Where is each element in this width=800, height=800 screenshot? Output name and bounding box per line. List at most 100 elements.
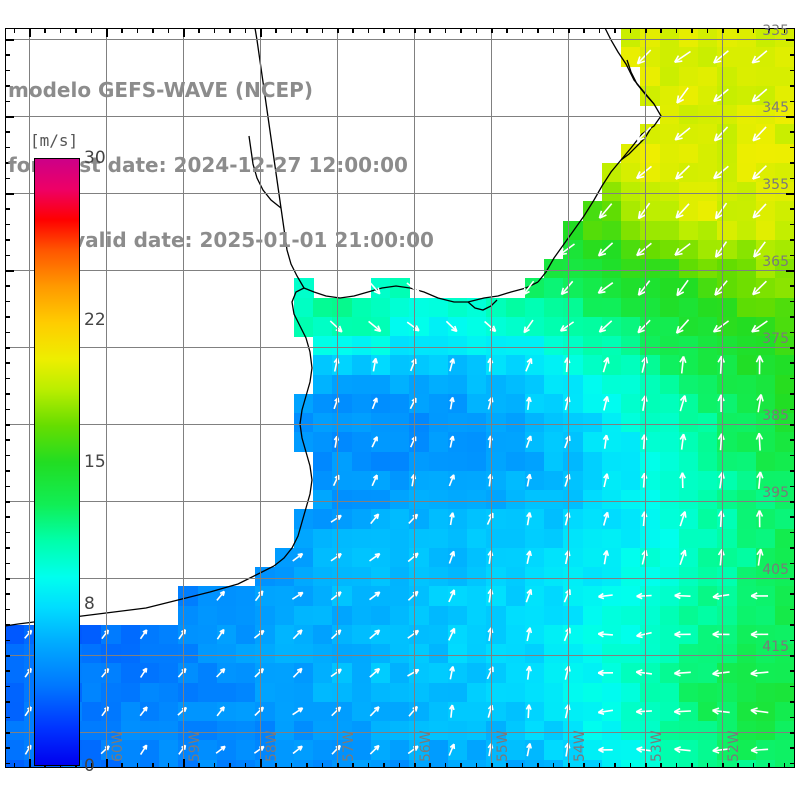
wind-arrow (100, 745, 110, 755)
raster-cell (755, 182, 776, 202)
raster-cell (120, 644, 141, 664)
tick-right (790, 470, 795, 472)
raster-cell (313, 490, 333, 510)
wind-arrow (526, 627, 533, 642)
raster-cell (736, 509, 757, 530)
raster-cell (390, 624, 410, 645)
raster-cell (601, 451, 622, 472)
raster-cell (755, 682, 776, 703)
raster-cell (736, 355, 757, 376)
wind-arrow (331, 706, 342, 717)
tick-right (790, 146, 795, 149)
wind-arrow (368, 320, 382, 333)
tick-left (5, 655, 10, 657)
raster-cell (467, 701, 487, 722)
tick-top (198, 28, 200, 33)
tick-top (414, 28, 416, 33)
wind-arrow (636, 49, 652, 65)
raster-cell (621, 316, 641, 337)
wind-arrow (371, 474, 378, 487)
tick-right (790, 670, 795, 672)
wind-arrow (597, 708, 614, 715)
raster-cell (755, 124, 776, 145)
raster-cell (159, 740, 179, 761)
colorbar[interactable] (34, 158, 80, 766)
raster-cell (775, 701, 795, 722)
raster-cell (505, 721, 526, 741)
raster-cell (736, 220, 757, 241)
raster-cell (544, 509, 564, 530)
wind-arrow (369, 591, 381, 601)
gridline-vertical (337, 28, 338, 768)
gridline-horizontal (5, 347, 795, 348)
raster-cell (313, 355, 333, 376)
tick-right (790, 501, 795, 503)
raster-cell (524, 374, 545, 395)
raster-cell (582, 528, 603, 549)
raster-cell (582, 201, 603, 222)
map-canvas[interactable] (5, 28, 795, 768)
tick-right (790, 239, 795, 241)
raster-cell (216, 586, 237, 607)
raster-cell (678, 721, 699, 741)
raster-cell (736, 124, 757, 145)
raster-cell (544, 624, 564, 645)
raster-cell (236, 586, 256, 607)
raster-cell (82, 624, 102, 645)
wind-arrow (750, 746, 769, 754)
raster-cell (313, 451, 333, 472)
wind-arrow (445, 320, 458, 333)
tick-right (786, 116, 795, 118)
title-valid-date: valid date: 2025-01-01 21:00:00 (72, 228, 434, 252)
raster-cell (621, 528, 641, 549)
raster-cell (698, 297, 718, 318)
raster-cell (736, 432, 757, 453)
raster-cell (197, 663, 218, 684)
raster-cell (544, 336, 564, 356)
tick-left (5, 254, 10, 257)
raster-cell (351, 624, 372, 645)
raster-cell (659, 547, 680, 568)
raster-cell (601, 336, 622, 356)
raster-cell (120, 701, 141, 722)
raster-cell (332, 759, 353, 768)
raster-cell (428, 316, 449, 337)
wind-arrow (597, 242, 614, 257)
right-axis-label: 355 (762, 177, 789, 193)
raster-cell (216, 740, 237, 761)
raster-cell (698, 66, 718, 87)
tick-top (183, 28, 185, 37)
raster-cell (659, 413, 680, 433)
raster-cell (621, 220, 641, 241)
raster-cell (601, 316, 622, 337)
wind-arrow (675, 165, 690, 180)
raster-cell (775, 721, 795, 741)
raster-cell (467, 528, 487, 549)
raster-cell (351, 393, 372, 414)
right-axis-label: 405 (762, 562, 789, 578)
wind-arrow (526, 512, 532, 526)
wind-arrow (637, 319, 651, 334)
raster-cell (467, 451, 487, 472)
raster-cell (216, 605, 237, 626)
raster-cell (505, 336, 526, 356)
raster-cell (447, 605, 468, 626)
raster-cell (698, 701, 718, 722)
raster-cell (390, 316, 410, 337)
raster-cell (775, 470, 795, 491)
raster-cell (447, 316, 468, 337)
wind-arrow (755, 510, 764, 528)
raster-cell (390, 297, 410, 318)
wind-arrow (751, 320, 768, 333)
tick-top (244, 28, 247, 33)
wind-arrow (369, 552, 381, 562)
raster-cell (659, 740, 680, 761)
tick-left (5, 716, 10, 719)
wind-arrow (291, 591, 304, 600)
raster-cell (698, 105, 718, 125)
raster-cell (370, 490, 391, 510)
wind-arrow (407, 552, 419, 563)
wind-arrow (407, 590, 419, 601)
raster-cell (524, 644, 545, 664)
tick-left (5, 331, 10, 334)
